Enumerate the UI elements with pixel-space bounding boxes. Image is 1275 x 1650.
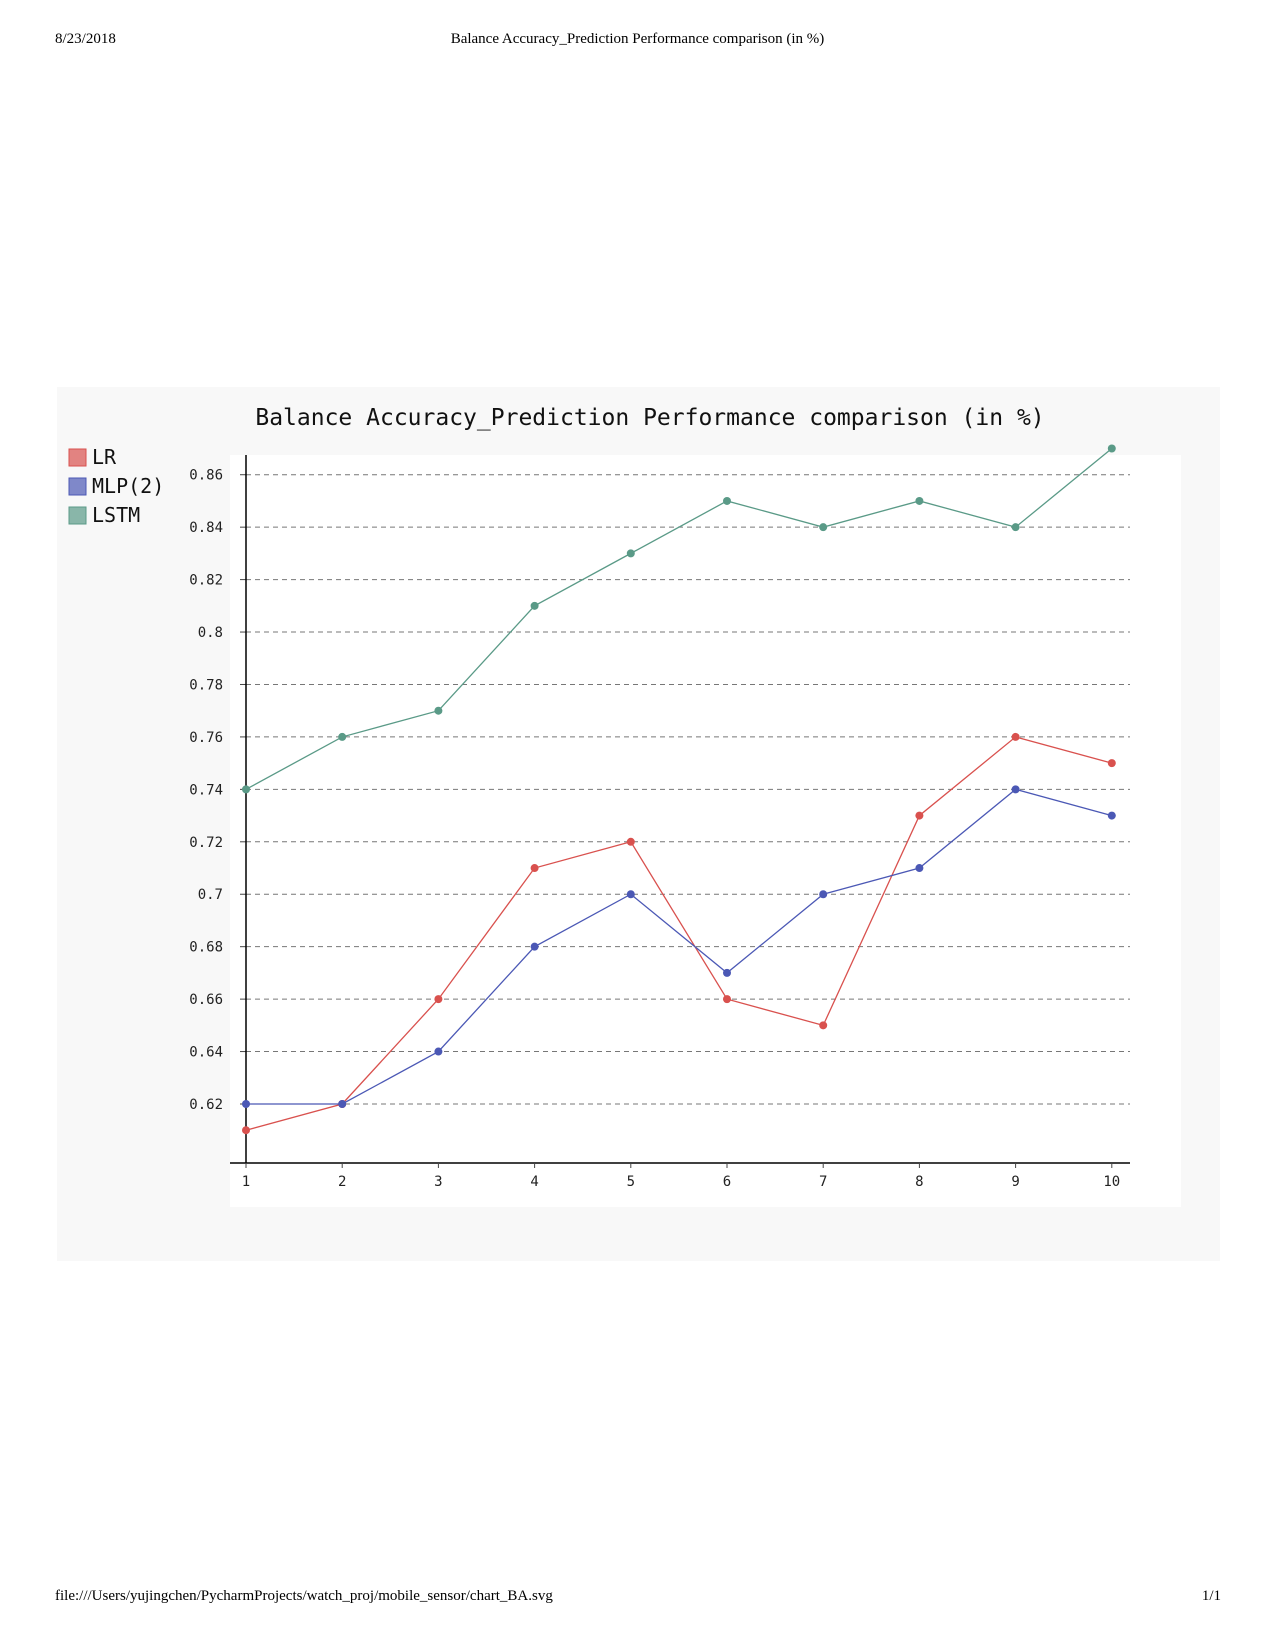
y-tick-labels: 0.62 0.64 0.66 0.68 0.7 0.72 0.74 0.76 0.78 0.8 0.… xyxy=(189,468,223,1113)
y-tick-label: 0.86 xyxy=(189,468,223,484)
data-point xyxy=(1011,732,1020,741)
legend-label: LSTM xyxy=(92,503,140,527)
data-point xyxy=(1011,523,1020,532)
y-tick-label: 0.84 xyxy=(189,520,223,536)
series-line-mlp2 xyxy=(246,788,1112,1105)
x-tick-label: 8 xyxy=(915,1174,923,1190)
data-point xyxy=(819,1021,828,1030)
data-point xyxy=(242,1100,250,1108)
data-point xyxy=(434,1047,443,1056)
x-tick-label: 4 xyxy=(530,1174,538,1190)
data-point xyxy=(915,864,924,873)
x-tick-label: 1 xyxy=(242,1174,250,1190)
y-tick-label: 0.78 xyxy=(189,677,223,693)
series-line-lstm xyxy=(245,447,1113,790)
series-lines xyxy=(242,444,1116,1135)
data-point xyxy=(915,811,924,820)
y-tick-label: 0.68 xyxy=(189,940,223,956)
data-point xyxy=(723,496,731,505)
page-header-date: 8/23/2018 xyxy=(55,31,116,47)
x-tick-label: 5 xyxy=(627,1174,635,1190)
data-point xyxy=(1107,444,1116,453)
data-point xyxy=(915,496,924,505)
axes xyxy=(230,455,1130,1164)
chart-panel: Balance Accuracy_Prediction Performance … xyxy=(57,387,1220,1261)
legend-label: LR xyxy=(92,445,117,469)
y-tick-label: 0.8 xyxy=(198,625,223,641)
data-point xyxy=(819,523,828,532)
page-footer-number: 1/1 xyxy=(1201,1588,1221,1604)
x-tick-label: 9 xyxy=(1011,1174,1019,1190)
y-tick-label: 0.7 xyxy=(198,887,223,903)
chart-title: Balance Accuracy_Prediction Performance … xyxy=(255,405,1044,431)
grid-lines xyxy=(240,474,1130,1105)
data-point xyxy=(626,890,635,899)
plot-area xyxy=(230,455,1181,1207)
y-tick-label: 0.66 xyxy=(189,992,223,1008)
data-point xyxy=(530,864,539,873)
x-tick-label: 7 xyxy=(819,1174,827,1190)
y-tick-label: 0.76 xyxy=(189,730,223,746)
y-tick-label: 0.72 xyxy=(189,835,223,851)
data-point xyxy=(242,1126,250,1135)
data-point xyxy=(723,968,731,977)
data-point xyxy=(1107,759,1116,768)
data-point xyxy=(1107,811,1116,820)
data-point xyxy=(1011,785,1020,794)
series-line-lr xyxy=(245,736,1112,1131)
data-point xyxy=(434,706,443,715)
y-tick-label: 0.74 xyxy=(189,782,223,798)
y-tick-label: 0.82 xyxy=(189,573,223,589)
page-footer-path: file:///Users/yujingchen/PycharmProjects… xyxy=(55,1588,553,1604)
data-point xyxy=(530,942,539,951)
data-point xyxy=(338,732,347,741)
legend: LR MLP(2) LSTM xyxy=(68,445,164,527)
data-point xyxy=(530,601,539,610)
x-tick-label: 6 xyxy=(723,1174,731,1190)
page-header-title: Balance Accuracy_Prediction Performance … xyxy=(450,31,825,47)
y-tick-label: 0.64 xyxy=(189,1045,223,1061)
data-point xyxy=(338,1100,347,1108)
data-point xyxy=(242,785,250,794)
legend-swatch xyxy=(68,477,87,496)
legend-swatch xyxy=(68,506,87,525)
data-point xyxy=(723,995,731,1004)
line-chart: Balance Accuracy_Prediction Performance … xyxy=(68,405,1181,1207)
data-point xyxy=(626,837,635,846)
data-point xyxy=(434,995,443,1004)
data-point xyxy=(626,549,635,558)
data-point xyxy=(819,890,828,899)
legend-swatch xyxy=(68,448,87,467)
x-tick-label: 2 xyxy=(338,1174,346,1190)
x-tick-labels: 1 2 3 4 5 6 7 8 9 10 xyxy=(242,1163,1120,1190)
legend-label: MLP(2) xyxy=(92,474,164,498)
x-tick-label: 3 xyxy=(434,1174,442,1190)
x-tick-label: 10 xyxy=(1103,1174,1120,1190)
y-tick-label: 0.62 xyxy=(189,1097,223,1113)
